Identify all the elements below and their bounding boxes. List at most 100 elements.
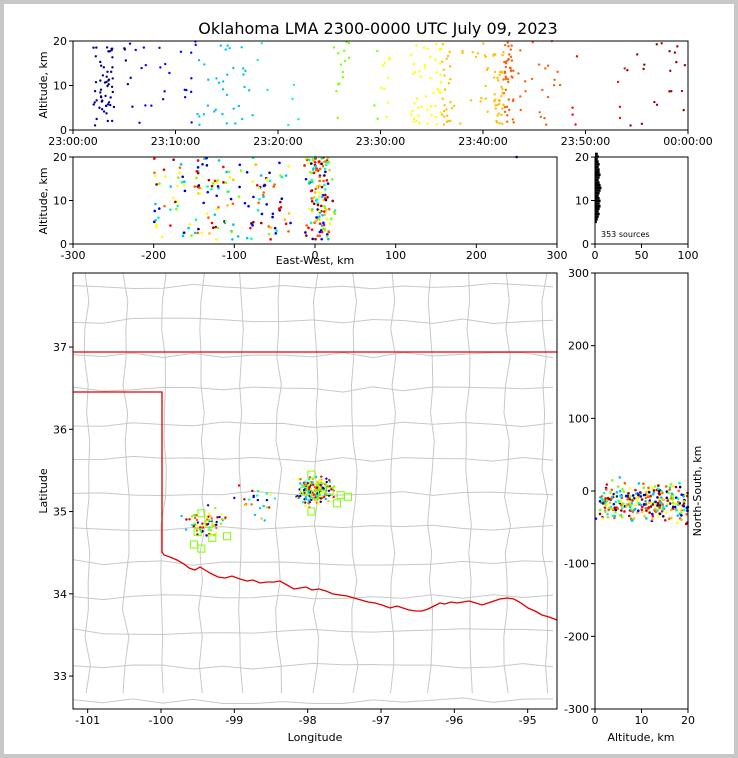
- histogram-bar: [595, 191, 600, 195]
- ew-point: [208, 232, 211, 235]
- ew-point: [323, 204, 326, 208]
- map-point: [195, 529, 199, 532]
- time-point: [341, 75, 345, 79]
- ns-point: [644, 500, 647, 503]
- county-line: [73, 386, 554, 393]
- time-point: [93, 124, 97, 127]
- time-point: [202, 113, 206, 116]
- histogram-bar: [595, 186, 602, 190]
- ew-point: [314, 187, 317, 191]
- ns-point: [605, 499, 609, 502]
- map-point: [316, 480, 320, 484]
- x-tick-label: -100: [222, 249, 247, 262]
- ns-point: [680, 518, 683, 522]
- map-point: [297, 478, 300, 481]
- map-xlabel: Longitude: [288, 731, 343, 744]
- histogram-bar: [595, 165, 599, 169]
- map-point: [258, 507, 262, 510]
- ew-point: [226, 204, 229, 207]
- time-point: [492, 54, 495, 57]
- ew-point: [331, 199, 335, 203]
- time-point: [168, 71, 171, 75]
- lma-chart: Oklahoma LMA 2300-0000 UTC July 09, 2023…: [37, 19, 713, 744]
- map-point: [330, 488, 333, 491]
- time-point: [347, 41, 351, 45]
- map-point: [269, 493, 272, 496]
- time-point: [232, 66, 235, 70]
- ew-point: [323, 174, 326, 177]
- ns-point: [598, 512, 602, 516]
- time-point: [476, 52, 480, 55]
- time-point: [485, 68, 489, 72]
- ns-point: [652, 489, 656, 492]
- histogram-bar: [595, 210, 599, 213]
- flash-marker: [208, 533, 217, 542]
- y-tick-label: -100: [564, 558, 589, 571]
- time-point: [553, 78, 556, 81]
- ew-point: [245, 236, 249, 240]
- ew-point: [254, 163, 257, 166]
- chart-title: Oklahoma LMA 2300-0000 UTC July 09, 2023: [198, 19, 557, 38]
- time-point: [123, 48, 127, 51]
- time-point: [445, 120, 449, 123]
- ns-point: [614, 508, 618, 512]
- ew-point: [316, 203, 320, 207]
- ns-point: [607, 497, 611, 501]
- time-point: [297, 117, 300, 121]
- time-point: [546, 95, 550, 99]
- ns-point: [668, 488, 671, 491]
- county-line: [73, 455, 554, 463]
- time-point: [410, 113, 413, 116]
- time-point: [99, 88, 103, 91]
- time-point: [376, 49, 379, 53]
- time-panel-ticks: 0 10 20 23:00:00 23:10:00 23:20:00 23:30:00 23:…: [48, 35, 712, 148]
- ew-point: [169, 185, 173, 188]
- time-point: [242, 67, 245, 70]
- time-point: [471, 51, 474, 54]
- time-point: [111, 77, 114, 80]
- y-tick-label: 20: [53, 35, 67, 48]
- time-point: [507, 45, 510, 48]
- ew-point: [216, 184, 220, 188]
- ns-point: [671, 484, 675, 488]
- ew-point: [310, 209, 314, 213]
- time-point: [575, 55, 579, 58]
- time-point: [410, 53, 413, 57]
- ew-point: [157, 216, 160, 220]
- time-point: [660, 42, 663, 45]
- time-point: [500, 94, 503, 98]
- ns-point: [673, 505, 677, 509]
- flash-marker: [204, 519, 213, 528]
- time-point: [505, 105, 509, 109]
- ns-point: [674, 485, 678, 489]
- county-line: [351, 273, 359, 694]
- histogram-bar: [595, 168, 600, 171]
- time-point: [104, 104, 108, 108]
- time-point: [159, 66, 162, 69]
- time-point: [426, 122, 429, 125]
- time-point: [683, 64, 687, 67]
- ns-point: [682, 502, 686, 505]
- ns-point: [606, 515, 610, 519]
- ew-point: [249, 226, 252, 230]
- histogram-bar: [595, 176, 600, 179]
- map-point: [316, 486, 319, 489]
- time-point: [434, 104, 437, 108]
- ew-point: [163, 175, 167, 178]
- ew-point: [314, 237, 317, 241]
- ew-point: [200, 231, 204, 235]
- time-point: [461, 51, 464, 55]
- time-point: [531, 41, 534, 44]
- time-point: [183, 88, 186, 92]
- time-point: [134, 48, 137, 52]
- time-point: [498, 73, 501, 76]
- time-point: [424, 95, 427, 98]
- time-point: [501, 92, 505, 95]
- ew-point: [171, 196, 175, 200]
- ew-point: [213, 213, 217, 216]
- time-point: [480, 96, 483, 100]
- ew-point: [183, 189, 187, 193]
- time-point: [441, 60, 444, 64]
- map-point: [247, 498, 251, 501]
- county-line: [160, 273, 167, 694]
